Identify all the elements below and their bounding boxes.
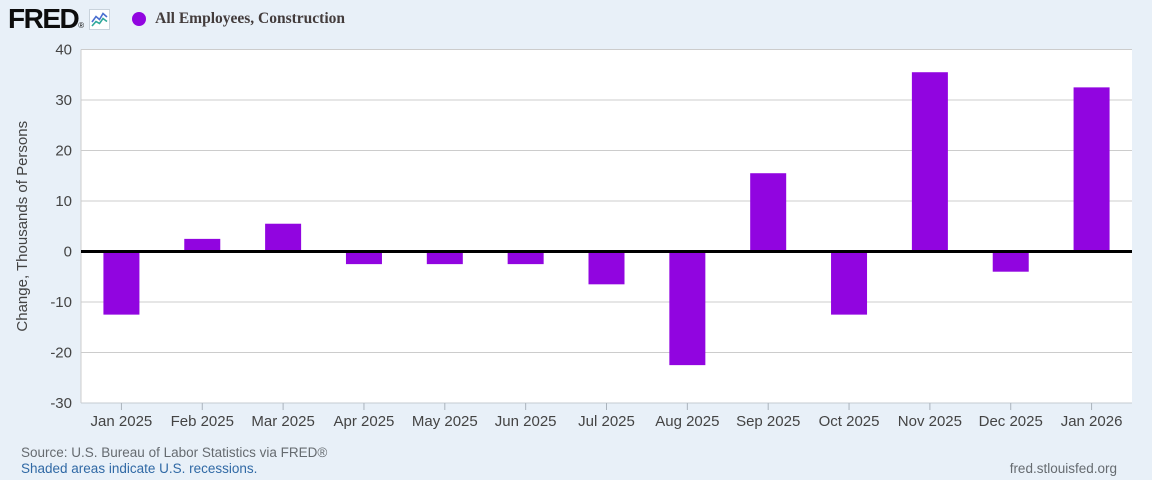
bar-jul-2025 <box>588 251 625 285</box>
svg-text:Jan 2026: Jan 2026 <box>1061 413 1123 430</box>
svg-text:Nov 2025: Nov 2025 <box>898 413 962 430</box>
svg-text:20: 20 <box>55 143 72 160</box>
site-url: fred.stlouisfed.org <box>1009 461 1117 476</box>
series-marker-dot <box>132 12 147 26</box>
registered-trademark-symbol: ® <box>78 21 85 30</box>
svg-text:Feb 2025: Feb 2025 <box>171 413 234 430</box>
svg-text:Jun 2025: Jun 2025 <box>495 413 557 430</box>
svg-text:10: 10 <box>55 193 72 210</box>
bar-jun-2025 <box>507 251 544 265</box>
svg-text:Sep 2025: Sep 2025 <box>736 413 800 430</box>
line-chart-icon <box>89 8 111 30</box>
svg-text:Aug 2025: Aug 2025 <box>655 413 719 430</box>
svg-text:Oct 2025: Oct 2025 <box>819 413 880 430</box>
svg-text:Jul 2025: Jul 2025 <box>578 413 635 430</box>
fred-logo: FRED® <box>8 5 84 33</box>
bar-sep-2025 <box>750 173 787 252</box>
chart-legend: All Employees, Construction <box>132 10 345 28</box>
chart-area: 40 30 20 10 0 -10 -20 -30 Jan 2025 Feb 2025 Mar 20… <box>14 42 1132 430</box>
bar-jan-2025 <box>103 251 140 315</box>
bar-may-2025 <box>426 251 463 265</box>
svg-text:Apr 2025: Apr 2025 <box>334 413 395 430</box>
bar-aug-2025 <box>669 251 706 366</box>
svg-text:Dec 2025: Dec 2025 <box>979 413 1043 430</box>
bar-mar-2025 <box>265 223 302 252</box>
bar-dec-2025 <box>992 251 1029 272</box>
y-axis-title: Change, Thousands of Persons <box>14 121 31 332</box>
bar-jan-2026 <box>1073 87 1110 252</box>
svg-text:-30: -30 <box>50 395 72 412</box>
fred-logo-text: FRED <box>8 3 80 34</box>
bar-feb-2025 <box>184 238 221 252</box>
svg-text:40: 40 <box>55 42 72 59</box>
svg-text:30: 30 <box>55 92 72 109</box>
svg-text:Mar 2025: Mar 2025 <box>251 413 314 430</box>
bar-apr-2025 <box>345 251 382 265</box>
svg-text:May 2025: May 2025 <box>412 413 478 430</box>
bar-nov-2025 <box>911 72 948 252</box>
source-attribution: Source: U.S. Bureau of Labor Statistics … <box>21 445 328 460</box>
svg-text:0: 0 <box>64 244 72 261</box>
chart-header: FRED® All Employees, Construction <box>8 5 345 33</box>
svg-text:Jan 2025: Jan 2025 <box>91 413 153 430</box>
bar-oct-2025 <box>831 251 868 315</box>
svg-text:-20: -20 <box>50 345 72 362</box>
svg-text:-10: -10 <box>50 294 72 311</box>
series-title: All Employees, Construction <box>155 10 346 27</box>
bar-chart: 40 30 20 10 0 -10 -20 -30 Jan 2025 Feb 2025 Mar 20… <box>14 42 1132 430</box>
recessions-note-link[interactable]: Shaded areas indicate U.S. recessions. <box>21 461 258 476</box>
